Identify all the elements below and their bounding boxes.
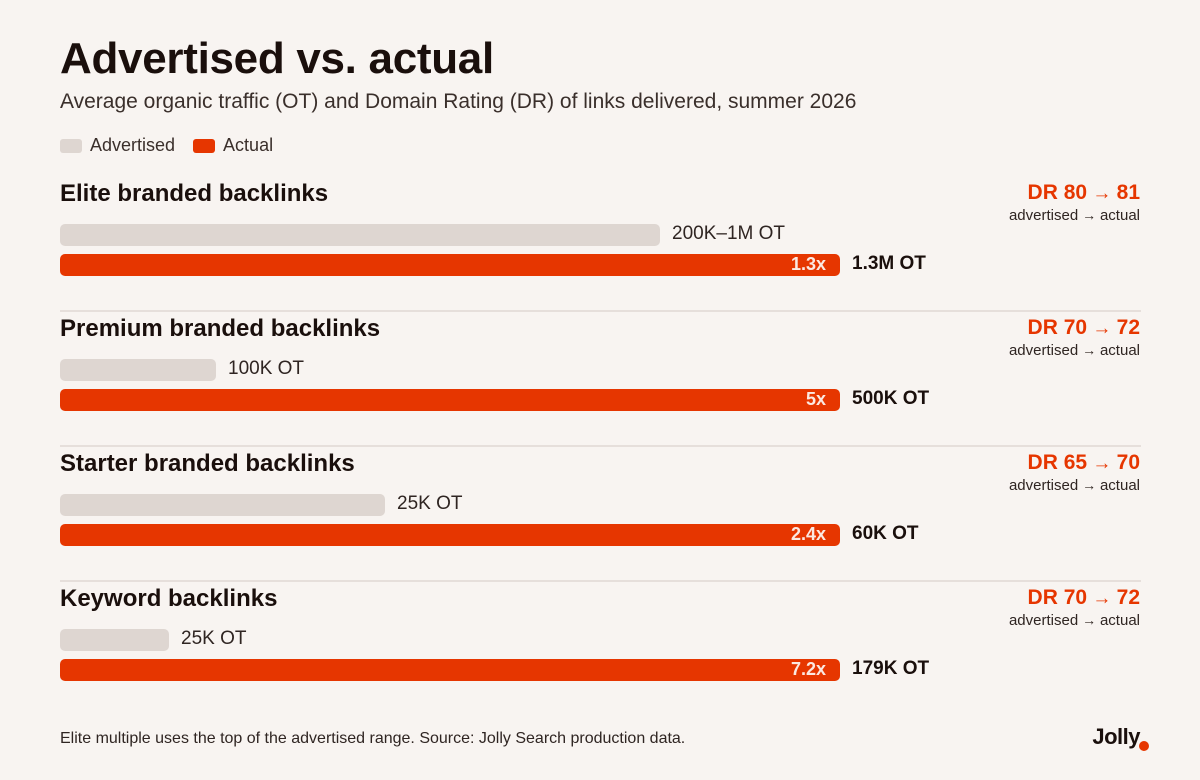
bar-advertised bbox=[60, 629, 169, 651]
dr-arrow: → bbox=[1087, 588, 1117, 609]
bar-actual bbox=[60, 659, 840, 681]
dr-caption: advertised → actual bbox=[1009, 342, 1140, 359]
brand-logo: Jolly bbox=[1092, 724, 1149, 751]
bar-advertised bbox=[60, 494, 385, 516]
bar-group: Premium branded backlinks DR 70 → 72 adver… bbox=[60, 310, 1141, 445]
group-name: Elite branded backlinks bbox=[60, 180, 329, 207]
label-advertised: 200K–1M OT bbox=[672, 223, 785, 244]
brand-logo-text: Jolly bbox=[1092, 724, 1140, 749]
dr-comparison: DR 80 → 81 advertised → actual bbox=[1009, 180, 1140, 224]
label-advertised: 25K OT bbox=[181, 628, 247, 649]
dr-actual: 72 bbox=[1116, 316, 1140, 339]
group-name: Keyword backlinks bbox=[60, 585, 278, 612]
bar-multiple-label: 5x bbox=[805, 389, 826, 409]
bar-advertised bbox=[60, 359, 216, 381]
label-advertised: 100K OT bbox=[228, 358, 305, 379]
dr-values: DR 80 → 81 bbox=[1009, 180, 1140, 207]
label-actual: 179K OT bbox=[852, 658, 930, 679]
dr-caption-left: advertised bbox=[1008, 342, 1079, 359]
dr-advertised: DR 80 bbox=[1027, 181, 1088, 204]
dr-caption-left: advertised bbox=[1008, 477, 1079, 494]
legend-item-advertised: Advertised bbox=[60, 135, 175, 156]
chart-subtitle: Average organic traffic (OT) and Domain … bbox=[60, 90, 857, 113]
bar-group: Elite branded backlinks DR 80 → 81 adverti… bbox=[60, 180, 1141, 310]
label-advertised: 25K OT bbox=[397, 493, 463, 514]
dr-values: DR 70 → 72 bbox=[1009, 585, 1140, 612]
bar-actual bbox=[60, 254, 840, 276]
dr-caption-right: actual bbox=[1099, 477, 1140, 494]
dr-advertised: DR 65 bbox=[1027, 451, 1088, 474]
dr-comparison: DR 65 → 70 advertised → actual bbox=[1009, 450, 1140, 494]
dr-arrow: → bbox=[1087, 318, 1117, 339]
dr-values: DR 70 → 72 bbox=[1009, 315, 1140, 342]
bar-group: Keyword backlinks DR 70 → 72 advertised → … bbox=[60, 580, 1141, 715]
bar-actual bbox=[60, 524, 840, 546]
dr-caption: advertised → actual bbox=[1009, 207, 1140, 224]
bar-actual bbox=[60, 389, 840, 411]
dr-arrow: → bbox=[1087, 453, 1117, 474]
dr-caption-arrow: → bbox=[1078, 477, 1100, 493]
dr-caption: advertised → actual bbox=[1009, 612, 1140, 629]
dr-comparison: DR 70 → 72 advertised → actual bbox=[1009, 315, 1140, 359]
footnote: Elite multiple uses the top of the adver… bbox=[60, 730, 686, 747]
dr-advertised: DR 70 bbox=[1027, 586, 1088, 609]
dr-caption-right: actual bbox=[1099, 612, 1140, 629]
dr-comparison: DR 70 → 72 advertised → actual bbox=[1009, 585, 1140, 629]
dr-actual: 70 bbox=[1116, 451, 1140, 474]
dr-values: DR 65 → 70 bbox=[1009, 450, 1140, 477]
dr-actual: 72 bbox=[1116, 586, 1140, 609]
legend-swatch-advertised bbox=[60, 138, 82, 153]
label-actual: 1.3M OT bbox=[852, 253, 926, 274]
brand-logo-dot bbox=[1139, 741, 1149, 751]
legend-label-advertised: Advertised bbox=[90, 135, 176, 155]
dr-caption-left: advertised bbox=[1008, 612, 1079, 629]
group-divider bbox=[60, 445, 1141, 447]
dr-caption-right: actual bbox=[1099, 207, 1140, 224]
dr-caption-right: actual bbox=[1099, 342, 1140, 359]
bar-multiple-label: 7.2x bbox=[790, 659, 826, 679]
dr-caption-arrow: → bbox=[1078, 612, 1100, 628]
bar-multiple-label: 1.3x bbox=[790, 254, 826, 274]
bar-advertised bbox=[60, 224, 660, 246]
bar-group: Starter branded backlinks DR 65 → 70 adver… bbox=[60, 445, 1141, 580]
dr-caption-left: advertised bbox=[1008, 207, 1079, 224]
group-divider bbox=[60, 310, 1141, 312]
legend-label-actual: Actual bbox=[223, 135, 274, 155]
legend: Advertised Actual bbox=[60, 135, 273, 156]
label-actual: 60K OT bbox=[852, 523, 919, 544]
dr-actual: 81 bbox=[1116, 181, 1140, 204]
dr-arrow: → bbox=[1087, 183, 1117, 204]
dr-caption-arrow: → bbox=[1078, 342, 1100, 358]
dr-caption: advertised → actual bbox=[1009, 477, 1140, 494]
chart-title: Advertised vs. actual bbox=[60, 34, 494, 83]
legend-item-actual: Actual bbox=[193, 135, 273, 156]
bar-multiple-label: 2.4x bbox=[790, 524, 826, 544]
group-name: Starter branded backlinks bbox=[60, 450, 355, 477]
dr-caption-arrow: → bbox=[1078, 207, 1100, 223]
legend-swatch-actual bbox=[193, 138, 216, 153]
dr-advertised: DR 70 bbox=[1027, 316, 1088, 339]
group-divider bbox=[60, 580, 1141, 582]
group-name: Premium branded backlinks bbox=[60, 315, 381, 342]
label-actual: 500K OT bbox=[852, 388, 930, 409]
